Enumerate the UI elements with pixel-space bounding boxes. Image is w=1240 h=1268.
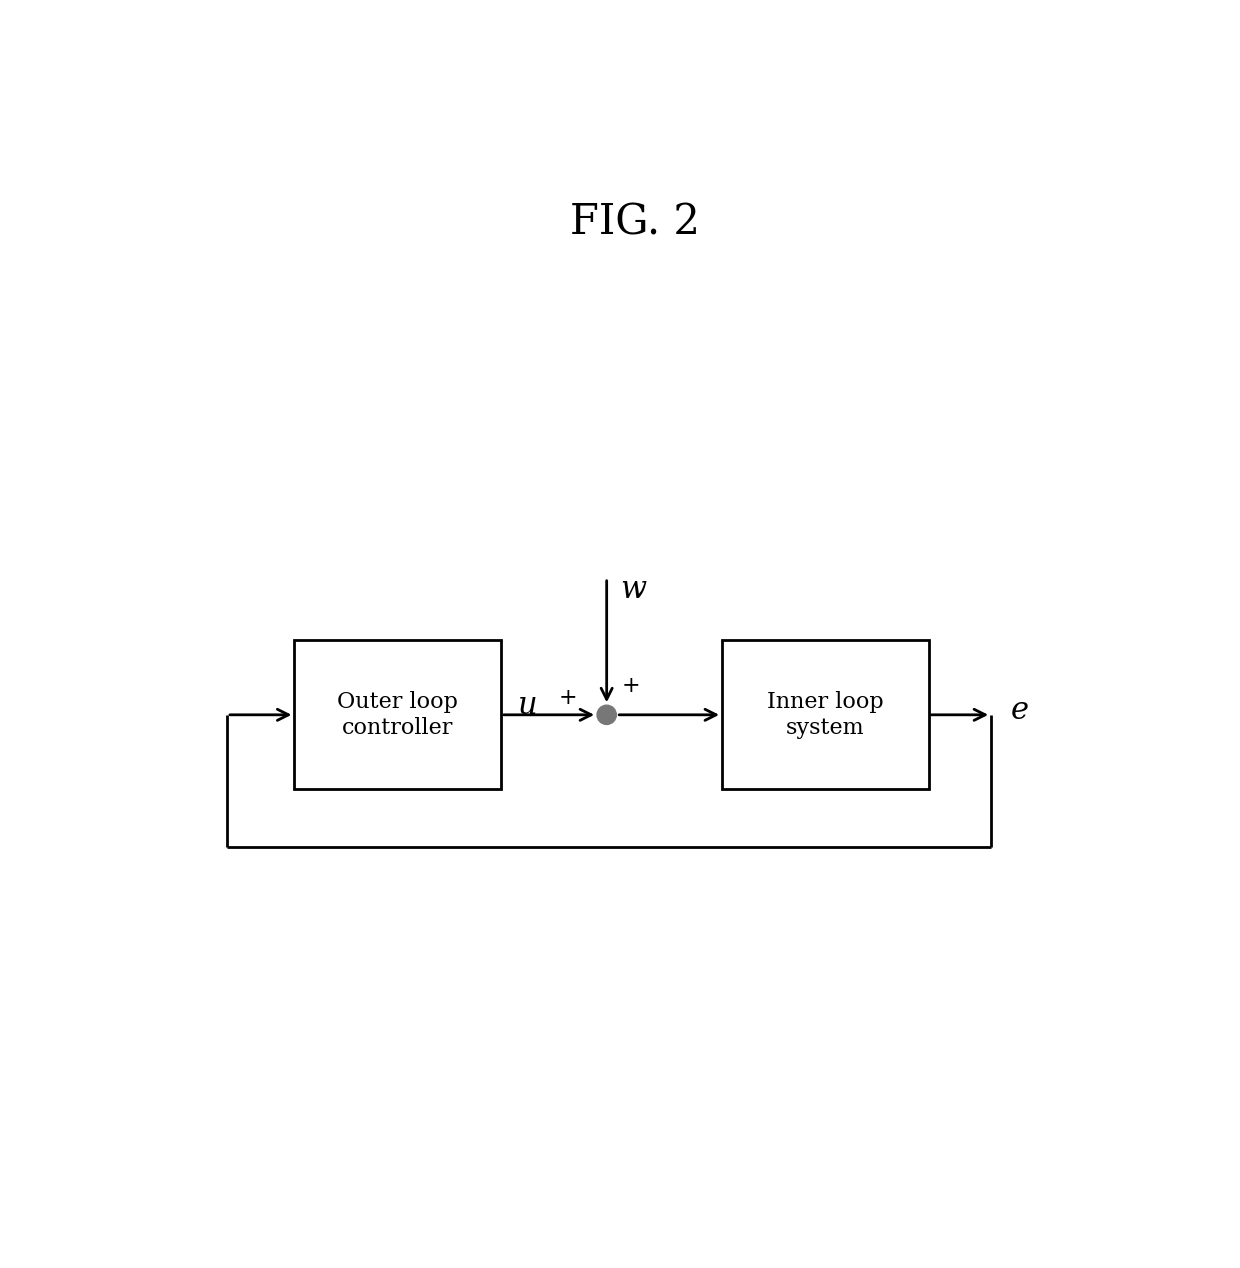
Text: e: e (1011, 695, 1029, 725)
Bar (294, 640, 501, 789)
Text: u: u (518, 690, 538, 720)
Circle shape (596, 705, 616, 724)
Bar (722, 640, 929, 789)
Text: Outer loop
controller: Outer loop controller (337, 691, 458, 738)
Text: Inner loop
system: Inner loop system (768, 691, 884, 738)
Text: +: + (559, 686, 578, 709)
Text: FIG. 2: FIG. 2 (570, 202, 701, 243)
Text: +: + (621, 675, 640, 697)
Text: w: w (620, 574, 646, 605)
